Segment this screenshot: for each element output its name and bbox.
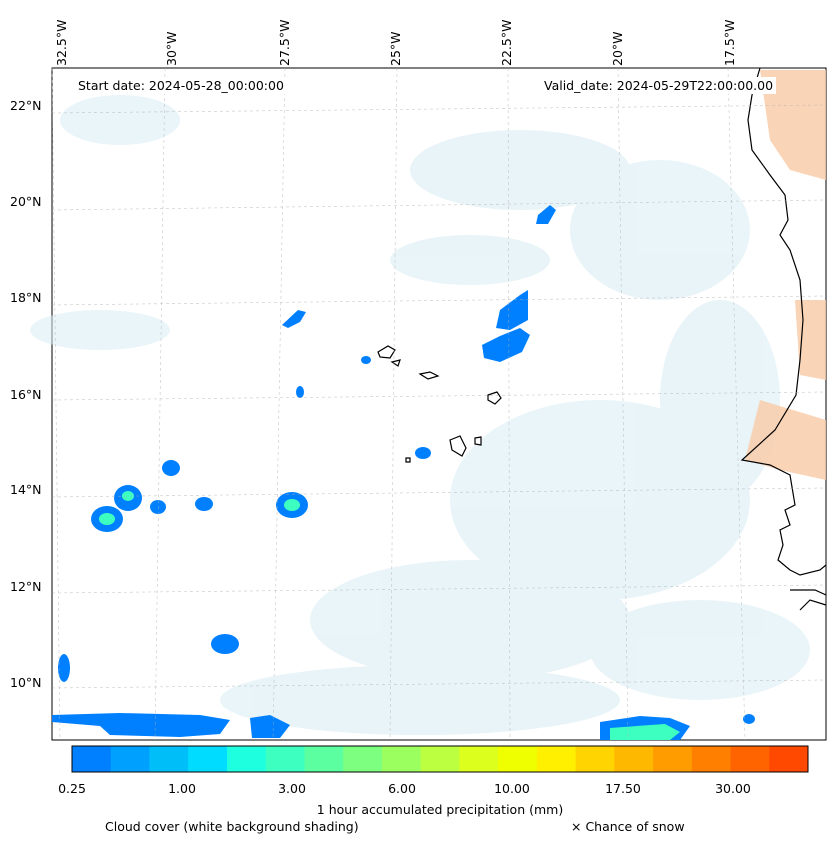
precipitation-heavy-layer <box>99 491 680 740</box>
colorbar-swatch <box>265 746 305 772</box>
colorbar-swatch <box>149 746 189 772</box>
lon-tick-25: 25°W <box>388 31 403 66</box>
colorbar-swatch <box>536 746 577 772</box>
coastline <box>740 67 827 611</box>
lon-tick-30: 30°W <box>164 31 179 66</box>
colorbar-swatch <box>188 746 228 772</box>
colorbar-swatch <box>459 746 499 772</box>
colorbar-swatch <box>614 746 654 772</box>
lon-tick-32-5: 32.5°W <box>54 19 69 66</box>
lat-tick-20: 20°N <box>10 194 42 209</box>
start-date-label: Start date: 2024-05-28_00:00:00 <box>75 77 287 94</box>
lat-tick-18: 18°N <box>10 290 42 305</box>
lat-tick-16: 16°N <box>10 387 42 402</box>
colorbar-swatch <box>343 746 383 772</box>
colorbar-swatch <box>72 746 112 772</box>
colorbar-tick-label: 6.00 <box>388 781 416 796</box>
colorbar-swatch <box>110 746 150 772</box>
lon-tick-20: 20°W <box>610 31 625 66</box>
colorbar-tick-label: 3.00 <box>278 781 306 796</box>
colorbar <box>71 745 809 773</box>
colorbar-border <box>71 745 809 773</box>
valid-date-label: Valid_date: 2024-05-29T22:00:00.00 <box>541 77 777 94</box>
colorbar-tick-label: 0.25 <box>58 781 86 796</box>
colorbar-swatch <box>498 746 538 772</box>
colorbar-swatch <box>691 746 732 772</box>
colorbar-swatch <box>769 746 809 772</box>
colorbar-swatch <box>575 746 615 772</box>
snow-note: × Chance of snow <box>571 819 685 834</box>
colorbar-tick-label: 10.00 <box>494 781 530 796</box>
colorbar-title: 1 hour accumulated precipitation (mm) <box>316 802 564 817</box>
colorbar-swatch <box>420 746 460 772</box>
lon-tick-27-5: 27.5°W <box>277 19 292 66</box>
colorbar-swatch <box>381 746 422 772</box>
colorbar-tick-label: 30.00 <box>715 781 751 796</box>
colorbar-swatch <box>226 746 267 772</box>
graticule <box>51 67 827 741</box>
lon-tick-17-5: 17.5°W <box>722 19 737 66</box>
colorbar-swatch <box>730 746 770 772</box>
colorbar-tick-label: 17.50 <box>605 781 641 796</box>
lat-tick-12: 12°N <box>10 579 42 594</box>
lon-tick-22-5: 22.5°W <box>499 19 514 66</box>
cloud-cover-note: Cloud cover (white background shading) <box>105 819 359 834</box>
lat-tick-22: 22°N <box>10 98 42 113</box>
lat-tick-14: 14°N <box>10 482 42 497</box>
colorbar-swatch <box>304 746 344 772</box>
islands <box>377 345 502 463</box>
lat-tick-10: 10°N <box>10 675 42 690</box>
colorbar-tick-label: 1.00 <box>168 781 196 796</box>
colorbar-swatch <box>653 746 693 772</box>
cloud-cover-layer <box>30 95 810 735</box>
